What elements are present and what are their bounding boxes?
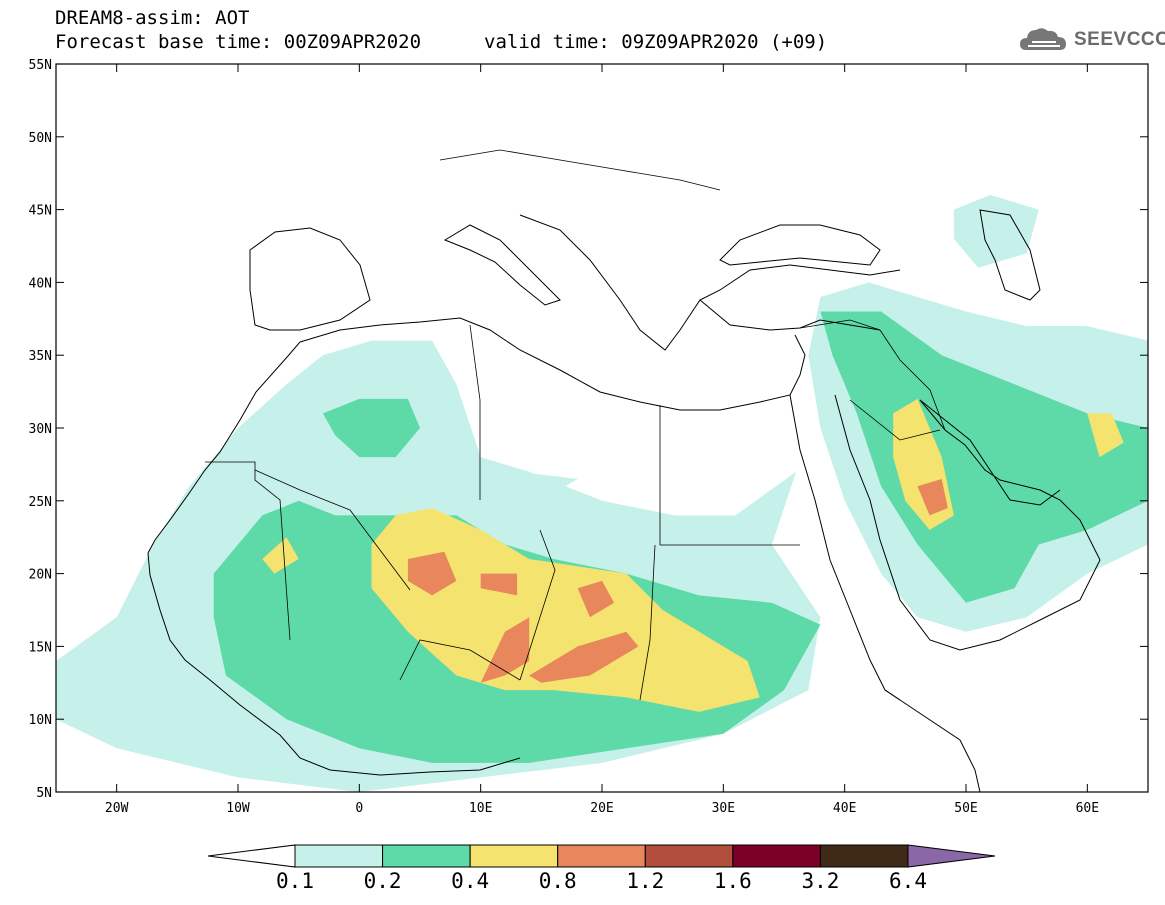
map-axes: 55N 50N 45N 40N 35N 30N 25N 20N 15N 10N 5N 20W 10W 0 1… <box>29 58 1148 816</box>
coastline-italy <box>443 224 561 306</box>
aot-contour-0_4-3 <box>1087 413 1124 458</box>
colorbar-swatch <box>294 844 384 868</box>
aot-contour-0_8-3 <box>529 631 639 683</box>
aot-contour-0_8-5 <box>917 479 948 516</box>
colorbar-swatch <box>644 844 734 868</box>
aot-contour-0_2-2 <box>820 311 1148 603</box>
lat-tick-label: 50N <box>29 131 52 146</box>
colorbar-swatch <box>732 844 821 868</box>
aot-contour-0_1-3 <box>504 471 578 494</box>
colorbar-label: 0.1 <box>276 869 314 893</box>
colorbar-high-arrow <box>907 844 996 868</box>
border-algeria-libya <box>469 324 481 500</box>
border-algeria-mali <box>254 469 411 591</box>
lat-tick-label: 10N <box>29 713 52 728</box>
colorbar-swatch <box>819 844 909 868</box>
lon-tick-label: 10E <box>469 801 492 816</box>
cloud-icon <box>1020 28 1066 50</box>
aot-contour-0_8-0 <box>407 551 457 596</box>
aot-contour-0_8-4 <box>577 580 615 618</box>
aot-contour-0_8-1 <box>480 573 518 596</box>
colorbar-label: 0.8 <box>539 869 577 893</box>
colorbar-swatch <box>382 844 471 868</box>
lon-tick-label: 60E <box>1076 801 1099 816</box>
lon-tick-label: 20E <box>590 801 613 816</box>
colorbar-swatch <box>469 844 559 868</box>
lon-tick-label: 0 <box>355 801 363 816</box>
aot-contour-0_4-1 <box>262 537 299 574</box>
border-turkey-syria <box>799 319 881 331</box>
forecast-base-time: Forecast base time: 00Z09APR2020 <box>55 31 422 53</box>
lon-tick-label: 40E <box>833 801 856 816</box>
coastline-gulf <box>919 399 1061 506</box>
border-chad-sudan <box>639 544 656 701</box>
map-title: DREAM8-assim: AOT <box>55 7 250 29</box>
lon-tick-label: 30E <box>712 801 735 816</box>
border-iran-iraq <box>879 329 946 431</box>
colorbar-label: 3.2 <box>801 869 839 893</box>
colorbar-label: 0.4 <box>451 869 489 893</box>
lon-tick-label: 10W <box>226 801 250 816</box>
border-mauritania <box>205 461 291 641</box>
lat-tick-label: 35N <box>29 349 52 364</box>
colorbar-label: 6.4 <box>889 869 927 893</box>
lon-tick-label: 20W <box>105 801 129 816</box>
coastline-arabia <box>834 394 1101 651</box>
coastline-west-africa <box>147 341 301 554</box>
border-europe-center <box>439 149 721 191</box>
map-frame <box>55 63 1149 793</box>
lat-tick-label: 40N <box>29 276 52 291</box>
aot-contour-0_4-0 <box>371 508 760 712</box>
lat-tick-label: 20N <box>29 568 52 583</box>
lat-tick-label: 30N <box>29 422 52 437</box>
colorbar-swatch <box>557 844 646 868</box>
coastline-balkans-greece <box>519 214 901 351</box>
coastline-west-africa-south <box>147 552 521 776</box>
lat-tick-label: 55N <box>29 58 52 73</box>
coastline-mediterranean <box>299 317 806 411</box>
coastline-layer <box>147 209 1101 792</box>
lon-tick-label: 50E <box>954 801 977 816</box>
seevccc-logo: SEEVCCC <box>1018 22 1165 56</box>
aot-field-layer <box>56 195 1148 792</box>
lat-tick-label: 25N <box>29 495 52 510</box>
border-saudi-iraq <box>849 399 941 441</box>
aot-contour-0_8-2 <box>480 617 530 683</box>
colorbar-low-arrow <box>207 844 296 868</box>
lat-tick-label: 45N <box>29 204 52 219</box>
border-niger-chad <box>519 529 556 681</box>
coastline-red-sea <box>789 394 901 701</box>
colorbar-label: 1.2 <box>626 869 664 893</box>
border-nigeria <box>399 639 521 681</box>
valid-time: valid time: 09Z09APR2020 (+09) <box>484 31 828 53</box>
coastline-black-sea <box>719 224 881 266</box>
coastline-caspian <box>979 209 1041 301</box>
aot-contour-0_1-2 <box>953 195 1039 268</box>
colorbar: 0.1 0.2 0.4 0.8 1.2 1.6 3.2 6.4 <box>207 844 996 893</box>
coastline-horn-of-africa <box>884 689 981 792</box>
lat-tick-label: 5N <box>36 786 52 801</box>
aot-contour-0_2-1 <box>322 398 420 458</box>
coastline-iberia <box>249 227 371 331</box>
colorbar-label: 0.2 <box>364 869 402 893</box>
colorbar-label: 1.6 <box>714 869 752 893</box>
logo-text: SEEVCCC <box>1074 29 1165 50</box>
border-layer <box>205 149 946 701</box>
lat-tick-label: 15N <box>29 640 52 655</box>
